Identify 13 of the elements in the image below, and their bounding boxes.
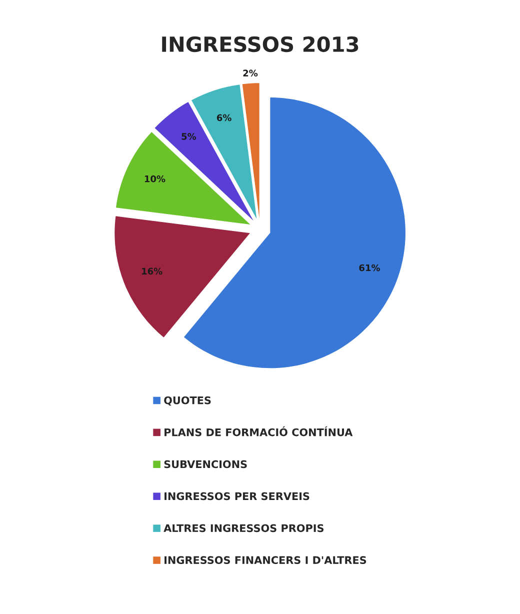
data-label: 61% (359, 264, 380, 272)
data-label: 16% (142, 268, 162, 275)
data-label: 6% (216, 114, 232, 122)
legend-label: ALTRES INGRESSOS PROPIS (164, 524, 324, 532)
legend-label: PLANS DE FORMACIÓ CONTÍNUA (164, 426, 353, 436)
legend-label: INGRESSOS FINANCERS I D'ALTRES (164, 556, 366, 564)
legend-label: SUBVENCIONS (164, 460, 247, 468)
legend-label: INGRESSOS PER SERVEIS (164, 492, 310, 500)
data-label: 5% (182, 133, 196, 140)
chart-title: INGRESSOS 2013 (162, 36, 358, 52)
data-label: 10% (144, 175, 166, 182)
legend-label: QUOTES (164, 396, 211, 406)
data-label: 2% (243, 70, 258, 76)
